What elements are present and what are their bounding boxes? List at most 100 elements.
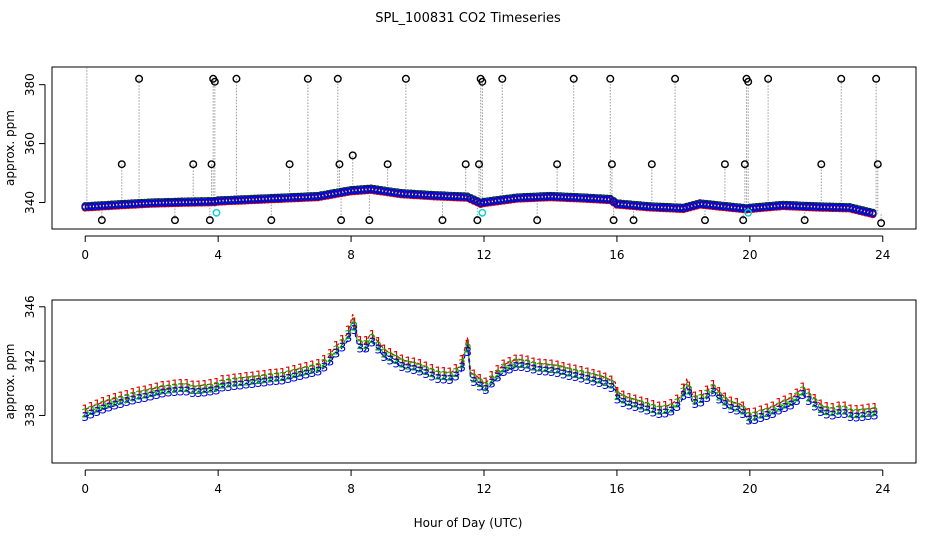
series-1-marker: 1 (291, 363, 299, 377)
series-1-marker: 1 (727, 395, 735, 409)
series-2-marker: 2 (572, 367, 580, 381)
series-3-marker: 3 (434, 372, 442, 386)
series-3-marker: 3 (733, 404, 741, 418)
series-1-marker: 1 (237, 371, 245, 385)
series-3-marker: 3 (727, 402, 735, 416)
series-2-marker: 2 (267, 371, 275, 385)
bottom-plot-area: 1111111111111111111111111111111111111111… (81, 314, 879, 428)
series-3-marker: 3 (291, 370, 299, 384)
spike-point (189, 160, 198, 169)
spike-point (475, 160, 484, 169)
series-2-marker: 2 (680, 385, 688, 399)
series-3-marker: 3 (261, 375, 269, 389)
series-2-marker: 2 (99, 399, 107, 413)
spike-point (739, 216, 748, 225)
series-1-marker: 1 (847, 403, 855, 417)
series-1-marker: 1 (572, 363, 580, 377)
series-3-marker: 3 (715, 393, 723, 407)
series-3-marker: 3 (662, 406, 670, 420)
series-1-marker: 1 (512, 353, 520, 367)
series-2-marker: 2 (632, 397, 640, 411)
series-2-marker: 2 (566, 365, 574, 379)
series-1-marker: 1 (763, 402, 771, 416)
series-3-marker: 3 (674, 400, 682, 414)
series-2-marker: 2 (739, 404, 747, 418)
series-2-marker: 2 (763, 406, 771, 420)
series-1-marker: 1 (111, 391, 119, 405)
series-2-marker: 2 (620, 392, 628, 406)
series-3-marker: 3 (159, 387, 167, 401)
series-3-marker: 3 (793, 394, 801, 408)
series-3-marker: 3 (201, 385, 209, 399)
series-3-marker: 3 (458, 361, 466, 375)
series-3-marker: 3 (823, 408, 831, 422)
series-3-marker: 3 (195, 386, 203, 400)
x-tick-label: 0 (81, 482, 89, 496)
series-3-marker: 3 (841, 407, 849, 421)
series-2-marker: 2 (668, 401, 676, 415)
series-3-marker: 3 (237, 378, 245, 392)
series-3-marker: 3 (608, 381, 616, 395)
series-1-marker: 1 (189, 379, 197, 393)
series-3-marker: 3 (686, 387, 694, 401)
series-1-marker: 1 (560, 360, 568, 374)
spike-point (609, 216, 618, 225)
series-3-marker: 3 (267, 375, 275, 389)
series-3-marker: 3 (775, 404, 783, 418)
spike-point (629, 216, 638, 225)
series-2-marker: 2 (518, 357, 526, 371)
series-1-marker: 1 (297, 361, 305, 375)
series-2-marker: 2 (853, 407, 861, 421)
series-2-marker: 2 (692, 394, 700, 408)
series-1-marker: 1 (171, 378, 179, 392)
series-3-marker: 3 (626, 398, 634, 412)
series-1-marker: 1 (500, 358, 508, 372)
series-1-marker: 1 (662, 399, 670, 413)
x-tick-label: 12 (476, 482, 491, 496)
series-2-marker: 2 (345, 328, 353, 342)
series-1-marker: 1 (548, 358, 556, 372)
blue-baseline-point (686, 202, 694, 211)
series-3-marker: 3 (249, 377, 257, 391)
series-2-marker: 2 (638, 398, 646, 412)
series-2-marker: 2 (171, 382, 179, 396)
series-2-marker: 2 (159, 383, 167, 397)
series-3-marker: 3 (189, 386, 197, 400)
series-3-marker: 3 (321, 360, 329, 374)
series-3-marker: 3 (285, 372, 293, 386)
series-2-marker: 2 (369, 332, 377, 346)
series-3-marker: 3 (422, 367, 430, 381)
series-2-marker: 2 (727, 399, 735, 413)
series-2-marker: 2 (201, 382, 209, 396)
series-1-marker: 1 (530, 355, 538, 369)
x-tick-label: 24 (875, 248, 890, 262)
series-3-marker: 3 (380, 350, 388, 364)
series-1-marker: 1 (805, 386, 813, 400)
series-1-marker: 1 (392, 349, 400, 363)
y-axis-label: approx. ppm (3, 110, 17, 186)
series-2-marker: 2 (351, 319, 359, 333)
series-2-marker: 2 (787, 395, 795, 409)
series-1-marker: 1 (506, 355, 514, 369)
spike-point (498, 74, 507, 83)
series-1-line (84, 314, 877, 416)
series-3-marker: 3 (141, 391, 149, 405)
series-2-marker: 2 (871, 405, 879, 419)
series-3-marker: 3 (207, 385, 215, 399)
spike-point (267, 216, 276, 225)
series-2-marker: 2 (847, 407, 855, 421)
series-3-marker: 3 (518, 360, 526, 374)
series-2-marker: 2 (452, 366, 460, 380)
series-2-marker: 2 (829, 405, 837, 419)
series-2-marker: 2 (506, 359, 514, 373)
series-1-marker: 1 (345, 324, 353, 338)
series-1-marker: 1 (686, 380, 694, 394)
series-3-marker: 3 (859, 410, 867, 424)
series-1-marker: 1 (865, 402, 873, 416)
spike-point (210, 77, 219, 86)
series-1-marker: 1 (309, 359, 317, 373)
series-1-marker: 1 (404, 354, 412, 368)
blue-baseline-point (679, 204, 688, 213)
series-3-marker: 3 (470, 375, 478, 389)
series-3-marker: 3 (763, 409, 771, 423)
